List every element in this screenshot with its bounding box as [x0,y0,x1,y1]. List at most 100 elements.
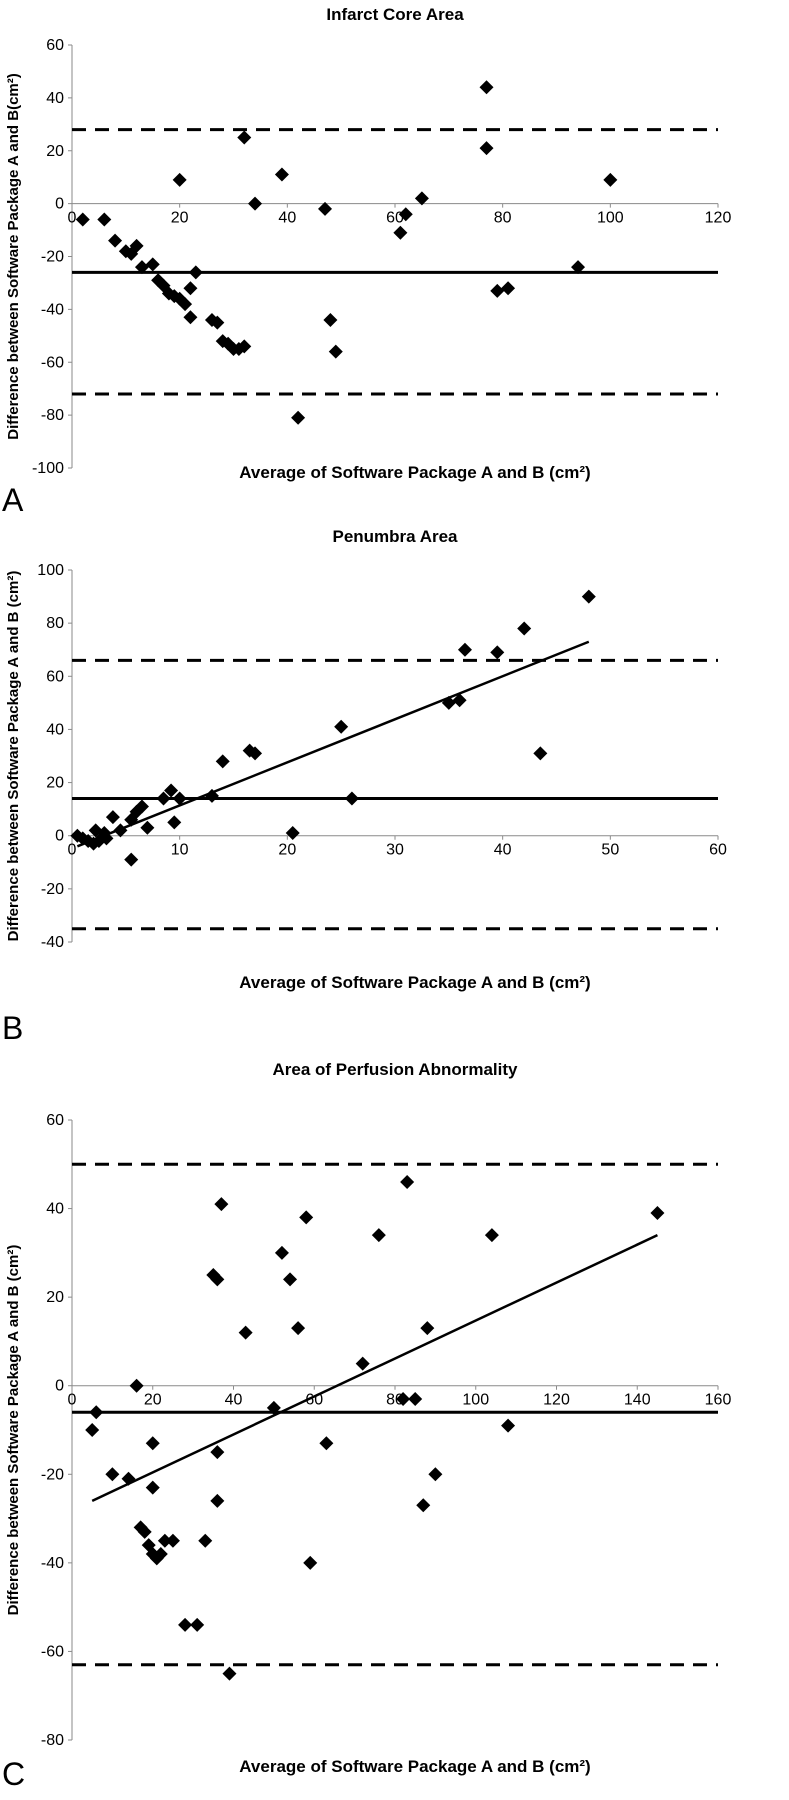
y-axis-label: Difference between Software Package A an… [5,73,22,440]
x-tick-label: 160 [705,1392,732,1409]
y-tick-label: 0 [55,1378,64,1395]
regression-line [91,1234,658,1502]
y-tick-label: -40 [41,301,64,318]
data-point [323,312,338,327]
x-tick-label: 20 [171,210,189,227]
y-tick-label: 80 [46,615,64,632]
data-point [108,233,123,248]
data-point [274,167,289,182]
data-point [581,589,596,604]
data-point [398,207,413,222]
data-point [178,297,193,312]
y-tick-label: 40 [46,1201,64,1218]
y-tick-label: -80 [41,407,64,424]
data-point [134,260,149,275]
y-axis-label: Difference between Software Package A an… [5,571,22,942]
x-axis-label: Average of Software Package A and B (cm²… [239,973,590,992]
data-point [145,1436,160,1451]
data-point [428,1467,443,1482]
data-point [248,196,263,211]
data-point [86,836,101,851]
x-tick-label: 20 [144,1392,162,1409]
data-point [238,1325,253,1340]
x-tick-label: 40 [225,1392,243,1409]
x-tick-label: 120 [705,210,732,227]
data-point [75,831,90,846]
data-point [371,1228,386,1243]
x-axis-label: Average of Software Package A and B (cm²… [239,463,590,482]
data-point [393,225,408,240]
data-point [164,783,179,798]
x-tick-label: 0 [68,210,77,227]
data-point [121,1471,136,1486]
data-point [242,743,257,758]
data-point [183,310,198,325]
data-point [129,1378,144,1393]
data-point [237,339,252,354]
data-point [172,791,187,806]
data-point [479,141,494,156]
data-point [198,1533,213,1548]
chart-svg-a: Infarct Core Area -100 -80 -60 -40 -20 0 20 40 60… [5,5,732,482]
y-tick-label: 60 [46,1112,64,1129]
data-point [183,281,198,296]
data-point [156,791,171,806]
panel-letter-a: A [2,482,24,518]
y-tick-label: -40 [41,1555,64,1572]
data-point [319,1436,334,1451]
data-point [457,642,472,657]
data-point [414,191,429,206]
data-point [416,1498,431,1513]
data-point [237,130,252,145]
panel-letter-b: B [2,1010,24,1046]
data-point [145,1480,160,1495]
y-tick-label: 20 [46,1289,64,1306]
y-tick-label: 100 [37,562,64,579]
data-point [501,281,516,296]
chart-panel-a: Infarct Core Area -100 -80 -60 -40 -20 0 20 40 60… [0,0,789,520]
data-point [214,1197,229,1212]
data-point [210,1272,225,1287]
chart-svg-c: Area of Perfusion Abnormality -80 -60 -40 -2… [5,1060,732,1776]
data-point [328,344,343,359]
data-point [140,820,155,835]
x-tick-label: 100 [462,1392,489,1409]
data-point [99,831,114,846]
chart-panel-b: Penumbra Area -40 -20 0 20 40 60 80 100 0 10 20 30 40… [0,520,789,1050]
data-point [137,1524,152,1539]
data-point [157,1533,172,1548]
y-tick-label: -20 [41,881,64,898]
data-point [490,645,505,660]
data-point [124,852,139,867]
data-point [517,621,532,636]
x-tick-label: 0 [68,842,77,859]
data-point [490,283,505,298]
y-tick-label: 20 [46,143,64,160]
x-tick-label: 120 [543,1392,570,1409]
data-point [188,265,203,280]
data-point [89,1405,104,1420]
x-tick-label: 60 [709,842,727,859]
data-point [452,693,467,708]
data-point [441,695,456,710]
data-point [97,212,112,227]
data-point [603,172,618,187]
y-tick-label: 40 [46,721,64,738]
data-point [420,1321,435,1336]
y-tick-label: -20 [41,249,64,266]
chart-svg-b: Penumbra Area -40 -20 0 20 40 60 80 100 0 10 20 30 40… [5,527,727,992]
data-point [266,1400,281,1415]
data-point [248,746,263,761]
x-tick-label: 100 [597,210,624,227]
x-tick-label: 20 [278,842,296,859]
x-tick-label: 10 [171,842,189,859]
y-tick-label: -40 [41,934,64,951]
data-point [291,410,306,425]
x-tick-label: 140 [624,1392,651,1409]
data-point [303,1555,318,1570]
x-tick-label: 50 [601,842,619,859]
y-tick-label: -20 [41,1466,64,1483]
data-point [215,754,230,769]
data-point [172,172,187,187]
data-point [105,1467,120,1482]
